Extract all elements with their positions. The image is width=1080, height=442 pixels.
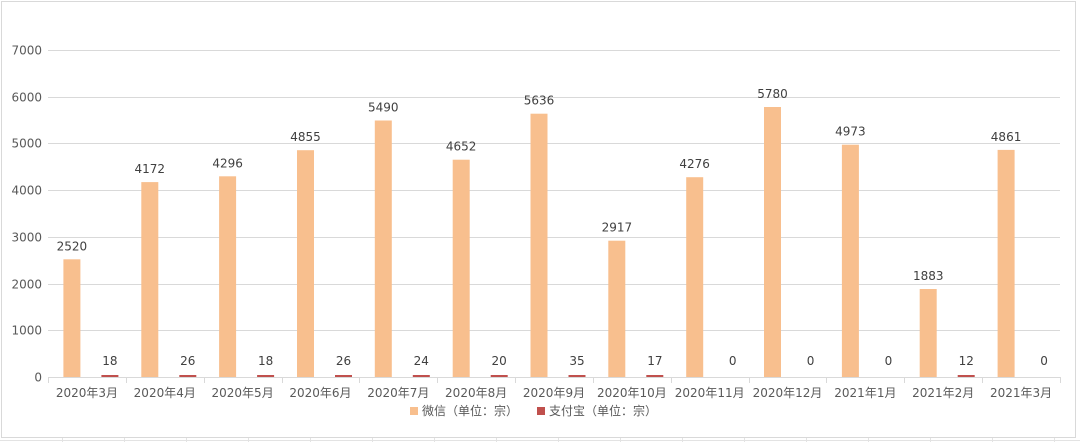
bar-alipay[interactable] [412, 375, 430, 377]
x-category-label: 2020年6月 [289, 386, 351, 400]
data-label-alipay: 0 [1040, 354, 1048, 368]
x-category-label: 2021年2月 [912, 386, 974, 400]
bar-wechat[interactable] [919, 289, 937, 377]
x-category-label: 2020年5月 [212, 386, 274, 400]
data-label-wechat: 4973 [835, 125, 866, 139]
bar-wechat[interactable] [530, 113, 548, 377]
data-label-alipay: 35 [569, 354, 584, 368]
x-category-label: 2020年4月 [134, 386, 196, 400]
data-label-wechat: 4855 [290, 130, 321, 144]
x-category-label: 2020年8月 [445, 386, 507, 400]
data-label-wechat: 2917 [602, 221, 633, 235]
bar-wechat[interactable] [997, 149, 1015, 377]
x-category-label: 2021年3月 [990, 386, 1052, 400]
data-label-alipay: 0 [807, 354, 815, 368]
bar-alipay[interactable] [568, 375, 586, 377]
y-tick-label: 4000 [11, 184, 42, 198]
bar-alipay[interactable] [101, 375, 119, 377]
data-label-alipay: 0 [729, 354, 737, 368]
bar-wechat[interactable] [297, 150, 314, 377]
bar-alipay[interactable] [179, 375, 197, 377]
data-label-alipay: 17 [647, 354, 662, 368]
bar-wechat[interactable] [686, 177, 704, 377]
data-label-alipay: 20 [492, 354, 507, 368]
data-label-wechat: 4652 [446, 140, 477, 154]
bar-wechat[interactable] [63, 259, 81, 377]
bar-alipay[interactable] [490, 375, 508, 377]
legend-label: 支付宝（单位：宗） [549, 403, 657, 418]
bar-wechat[interactable] [764, 107, 781, 377]
data-label-alipay: 26 [336, 354, 351, 368]
data-label-wechat: 5490 [368, 101, 399, 115]
bar-alipay[interactable] [957, 375, 975, 377]
y-tick-label: 7000 [11, 44, 42, 58]
y-tick-label: 1000 [11, 324, 42, 338]
data-label-wechat: 2520 [57, 239, 88, 253]
legend-item-alipay[interactable]: 支付宝（单位：宗） [537, 403, 657, 418]
bar-wechat[interactable] [608, 240, 626, 377]
data-label-wechat: 5780 [757, 87, 788, 101]
legend-label: 微信（单位：宗） [422, 403, 518, 418]
data-label-wechat: 4172 [134, 162, 165, 176]
data-label-alipay: 24 [414, 354, 429, 368]
data-label-alipay: 18 [102, 354, 117, 368]
bar-wechat[interactable] [452, 159, 470, 377]
data-labels: 2520 4172 4296 4855 5490 4652 5636 2917 4276 5780… [57, 87, 1048, 368]
y-tick-label: 0 [34, 371, 42, 385]
x-category-label: 2020年11月 [675, 386, 745, 400]
legend[interactable]: 微信（单位：宗） 支付宝（单位：宗） [410, 403, 657, 418]
data-label-alipay: 0 [885, 354, 893, 368]
y-tick-label: 6000 [11, 91, 42, 105]
bar-wechat[interactable] [841, 144, 859, 377]
bar-alipay[interactable] [257, 375, 275, 377]
bar-alipay[interactable] [335, 375, 352, 377]
legend-item-wechat[interactable]: 微信（单位：宗） [410, 403, 518, 418]
bar-wechat[interactable] [374, 120, 392, 378]
data-label-wechat: 4861 [991, 130, 1022, 144]
x-category-label: 2020年9月 [523, 386, 585, 400]
data-label-wechat: 4296 [212, 156, 243, 170]
gridlines [48, 50, 1060, 331]
data-label-alipay: 26 [180, 354, 195, 368]
bar-wechat[interactable] [141, 182, 159, 377]
y-tick-label: 5000 [11, 137, 42, 151]
data-label-wechat: 1883 [913, 269, 944, 283]
data-label-wechat: 5636 [524, 94, 555, 108]
data-label-alipay: 18 [258, 354, 273, 368]
bars [63, 107, 1015, 378]
x-category-label: 2020年12月 [753, 386, 823, 400]
y-tick-label: 3000 [11, 231, 42, 245]
data-label-alipay: 12 [959, 354, 974, 368]
legend-swatch [410, 407, 418, 415]
y-tick-label: 2000 [11, 278, 42, 292]
bar-alipay[interactable] [646, 375, 664, 377]
bar-wechat[interactable] [219, 176, 237, 377]
x-category-label: 2020年10月 [597, 386, 667, 400]
data-label-wechat: 4276 [679, 157, 710, 171]
x-category-label: 2020年7月 [367, 386, 429, 400]
legend-swatch [537, 407, 545, 415]
x-category-label: 2020年3月 [56, 386, 118, 400]
x-category-label: 2021年1月 [834, 386, 896, 400]
